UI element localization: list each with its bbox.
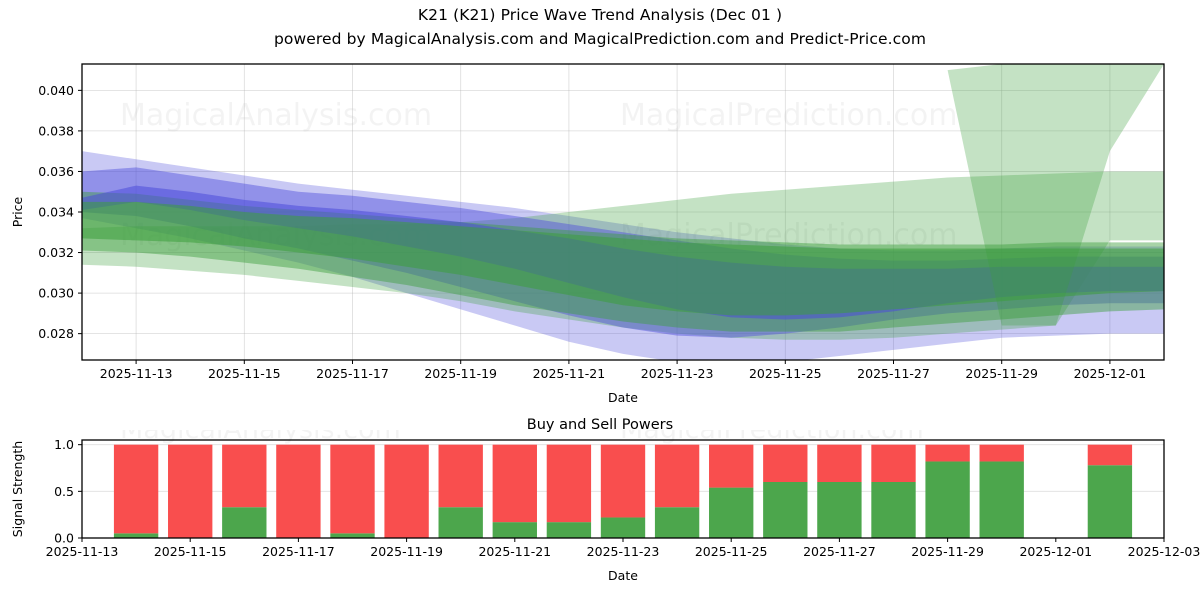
price-yaxis-label: Price bbox=[10, 196, 25, 227]
bar-buy[interactable] bbox=[654, 507, 700, 538]
svg-text:2025-11-17: 2025-11-17 bbox=[316, 366, 389, 381]
bar-buy[interactable] bbox=[709, 487, 754, 538]
bar-sell[interactable] bbox=[113, 444, 159, 534]
bar-sell[interactable] bbox=[763, 444, 808, 482]
svg-text:2025-11-13: 2025-11-13 bbox=[100, 366, 173, 381]
bar-buy[interactable] bbox=[222, 507, 267, 538]
bar-watermark-group: MagicalAnalysis.com MagicalPrediction.com bbox=[120, 430, 924, 445]
bar-sell[interactable] bbox=[817, 444, 862, 482]
svg-text:2025-11-29: 2025-11-29 bbox=[965, 366, 1038, 381]
bar-sell[interactable] bbox=[384, 444, 429, 538]
bar-buy[interactable] bbox=[492, 522, 537, 538]
price-wave-chart: MagicalAnalysis.com MagicalPrediction.com… bbox=[10, 63, 1165, 405]
svg-text:0.028: 0.028 bbox=[38, 326, 74, 341]
svg-text:2025-11-23: 2025-11-23 bbox=[641, 366, 714, 381]
bar-buy[interactable] bbox=[113, 533, 159, 538]
bar-ticks: 0.0 0.5 1.0 2025-11-13 2025-11-15 2025-11-17 2… bbox=[46, 437, 1200, 559]
bar-buy[interactable] bbox=[925, 461, 970, 538]
svg-text:0.034: 0.034 bbox=[38, 205, 74, 220]
svg-text:2025-12-01: 2025-12-01 bbox=[1074, 366, 1147, 381]
svg-text:1.0: 1.0 bbox=[54, 437, 74, 452]
svg-text:0.036: 0.036 bbox=[38, 164, 74, 179]
bar-buy[interactable] bbox=[546, 522, 592, 538]
svg-text:2025-11-13: 2025-11-13 bbox=[46, 544, 119, 559]
svg-text:MagicalPrediction.com: MagicalPrediction.com bbox=[620, 430, 924, 445]
svg-text:0.5: 0.5 bbox=[54, 484, 74, 499]
bar-sell[interactable] bbox=[168, 444, 213, 538]
page-title: K21 (K21) Price Wave Trend Analysis (Dec… bbox=[417, 6, 783, 24]
bar-sell[interactable] bbox=[1087, 444, 1133, 466]
bar-group bbox=[113, 444, 1133, 538]
svg-text:MagicalAnalysis.com: MagicalAnalysis.com bbox=[120, 98, 432, 133]
svg-text:2025-11-21: 2025-11-21 bbox=[478, 544, 551, 559]
bar-buy[interactable] bbox=[330, 533, 375, 538]
buy-sell-powers-chart: MagicalAnalysis.com MagicalPrediction.com… bbox=[10, 430, 1200, 583]
svg-text:0.038: 0.038 bbox=[38, 123, 74, 138]
price-bands bbox=[82, 64, 1164, 360]
svg-text:MagicalPrediction.com: MagicalPrediction.com bbox=[620, 98, 958, 133]
svg-text:0.0: 0.0 bbox=[54, 531, 74, 546]
svg-text:2025-11-15: 2025-11-15 bbox=[154, 544, 227, 559]
svg-text:2025-11-19: 2025-11-19 bbox=[370, 544, 443, 559]
svg-text:2025-11-19: 2025-11-19 bbox=[424, 366, 497, 381]
bar-buy[interactable] bbox=[871, 482, 916, 538]
svg-text:2025-11-21: 2025-11-21 bbox=[533, 366, 606, 381]
bar-sell[interactable] bbox=[222, 444, 267, 508]
bar-buy[interactable] bbox=[817, 482, 862, 538]
bar-sell[interactable] bbox=[546, 444, 592, 523]
bar-sell[interactable] bbox=[600, 444, 646, 518]
svg-text:2025-11-25: 2025-11-25 bbox=[749, 366, 822, 381]
svg-text:2025-12-03: 2025-12-03 bbox=[1128, 544, 1200, 559]
page-subtitle: powered by MagicalAnalysis.com and Magic… bbox=[273, 30, 927, 48]
bar-buy[interactable] bbox=[600, 517, 646, 538]
bar-xaxis-label: Date bbox=[608, 568, 638, 583]
svg-text:2025-11-27: 2025-11-27 bbox=[803, 544, 876, 559]
price-xaxis-label: Date bbox=[608, 390, 638, 405]
band-green-inner bbox=[82, 201, 1164, 316]
svg-text:MagicalAnalysis.com: MagicalAnalysis.com bbox=[120, 430, 401, 445]
svg-text:0.040: 0.040 bbox=[38, 83, 74, 98]
bar-sell[interactable] bbox=[925, 444, 970, 462]
bar-sell[interactable] bbox=[709, 444, 754, 488]
svg-text:2025-11-23: 2025-11-23 bbox=[587, 544, 660, 559]
bar-buy[interactable] bbox=[438, 507, 483, 538]
bar-chart-title: Buy and Sell Powers bbox=[526, 417, 674, 433]
svg-text:2025-11-25: 2025-11-25 bbox=[695, 544, 768, 559]
svg-text:2025-11-29: 2025-11-29 bbox=[911, 544, 984, 559]
bar-buy[interactable] bbox=[1087, 465, 1133, 538]
bar-buy[interactable] bbox=[979, 461, 1024, 538]
svg-text:2025-11-17: 2025-11-17 bbox=[262, 544, 335, 559]
svg-text:2025-11-15: 2025-11-15 bbox=[208, 366, 281, 381]
bar-sell[interactable] bbox=[330, 444, 375, 534]
svg-text:0.032: 0.032 bbox=[38, 245, 74, 260]
bar-sell[interactable] bbox=[276, 444, 321, 538]
bar-sell[interactable] bbox=[438, 444, 483, 508]
band-green-spike bbox=[82, 64, 1164, 326]
svg-text:2025-11-27: 2025-11-27 bbox=[857, 366, 930, 381]
svg-text:0.030: 0.030 bbox=[38, 286, 74, 301]
svg-text:2025-12-01: 2025-12-01 bbox=[1019, 544, 1092, 559]
bar-yaxis-label: Signal Strength bbox=[10, 441, 25, 537]
bar-buy[interactable] bbox=[763, 482, 808, 538]
bar-sell[interactable] bbox=[654, 444, 700, 508]
bar-sell[interactable] bbox=[871, 444, 916, 482]
bar-sell[interactable] bbox=[979, 444, 1024, 462]
price-ticks: 0.028 0.030 0.032 0.034 0.036 0.038 0.040 2025-… bbox=[38, 83, 1146, 381]
bar-sell[interactable] bbox=[492, 444, 537, 523]
